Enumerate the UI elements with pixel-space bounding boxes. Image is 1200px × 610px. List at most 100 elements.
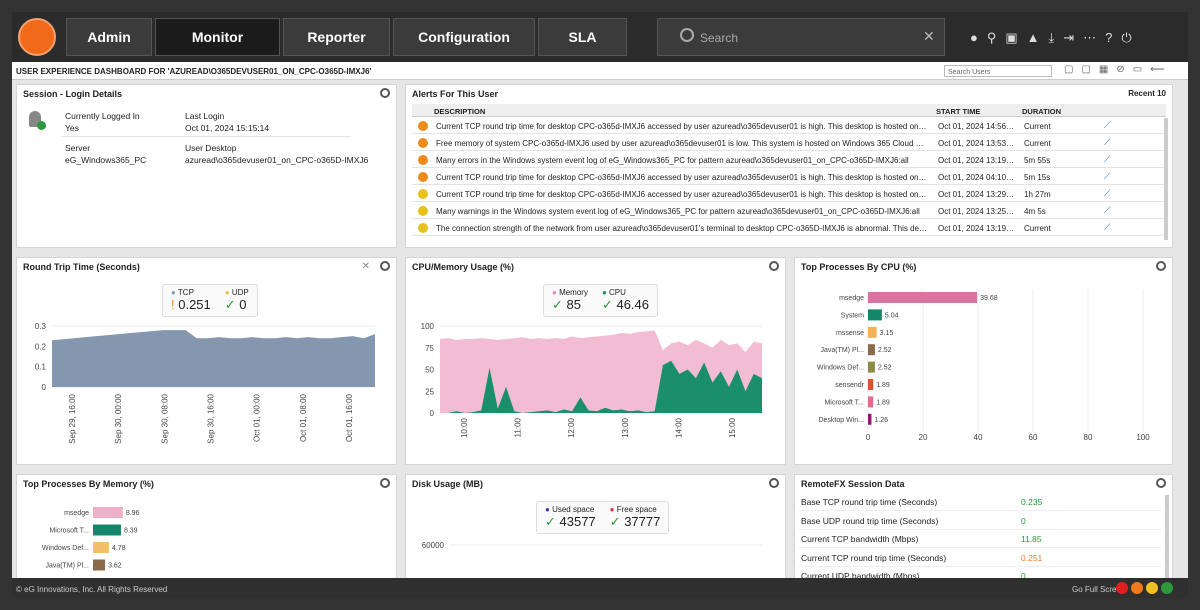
full-screen[interactable]: Go Full Screen	[1072, 585, 1126, 594]
disk-panel: Disk Usage (MB) ● Used space ✓ 43577 ● Fre…	[405, 474, 786, 578]
legend-dot: ●	[609, 505, 617, 514]
legend-label: Memory	[559, 288, 588, 297]
legend-status: ✓	[552, 297, 567, 312]
alert-duration: Current	[1024, 139, 1051, 148]
severity-icon	[418, 138, 428, 148]
logo[interactable]	[18, 18, 56, 56]
legend-name: ● Free space	[610, 505, 661, 514]
legend: ● Memory ✓ 85 ● CPU ✓ 46.46	[543, 284, 659, 317]
panel-title: Disk Usage (MB)	[412, 479, 484, 489]
alerts-panel: Alerts For This User Recent 10 DESCRIPTI…	[405, 84, 1173, 248]
legend-dot: ●	[552, 288, 560, 297]
legend-value: ✓ 85	[552, 297, 588, 313]
legend-dot: ●	[601, 288, 610, 297]
alert-duration: Current	[1024, 122, 1051, 131]
settings[interactable]	[380, 88, 390, 98]
settings[interactable]	[1156, 478, 1166, 488]
alert-start: Oct 01, 2024 13:53:09	[938, 139, 1016, 148]
remotefx-panel: RemoteFX Session Data Base TCP round tri…	[794, 474, 1173, 578]
nav-item[interactable]: Configuration	[393, 18, 535, 56]
panel-title: RemoteFX Session Data	[801, 479, 905, 489]
legend-number: 46.46	[616, 297, 650, 312]
legend-number: 0.251	[178, 297, 211, 312]
topcpu-panel: Top Processes By CPU (%)	[794, 257, 1173, 465]
legend-label: Free space	[616, 505, 657, 514]
legend-dot: ●	[224, 288, 232, 297]
nav-item[interactable]: Monitor	[155, 18, 280, 56]
close[interactable]: ✕	[361, 261, 370, 272]
alert-start: Oct 01, 2024 13:25:23	[938, 207, 1016, 216]
field-value: eG_Windows365_PC	[65, 155, 147, 165]
rtt-panel: Round Trip Time (Seconds) ✕ ● TCP! 0.251…	[16, 257, 397, 465]
table-header	[412, 104, 1166, 117]
panel-title: Session - Login Details	[23, 89, 123, 99]
alert-duration: Current	[1024, 224, 1051, 233]
legend-status: ✓	[609, 514, 625, 529]
row-line	[412, 167, 1166, 168]
graph-icon[interactable]: ⟋	[1104, 171, 1111, 181]
settings[interactable]	[380, 261, 390, 271]
toolbar-icons: ●⚲▣▲⤓⇥⋯?⏻	[970, 30, 1141, 45]
legend-number: 37777	[624, 514, 661, 529]
alert-start: Oct 01, 2024 13:19:28	[938, 156, 1016, 165]
severity-icon	[418, 206, 428, 216]
legend-item: ● Memory ✓ 85	[552, 288, 588, 313]
alert-start: Oct 01, 2024 04:10:46	[938, 173, 1016, 182]
legend-item: ● TCP! 0.251	[171, 288, 211, 313]
graph-icon[interactable]: ⟋	[1104, 188, 1111, 198]
legend-name: ● TCP	[171, 288, 211, 297]
panel-title: Round Trip Time (Seconds)	[23, 262, 140, 272]
graph-icon[interactable]: ⟋	[1104, 154, 1111, 164]
nav-item[interactable]: SLA	[538, 18, 627, 56]
legend-item: ● Used space ✓ 43577	[545, 505, 596, 530]
header-icons: ▢▢▦⊘▭⟵	[1064, 64, 1173, 75]
severity-icon	[418, 189, 428, 199]
legend-value: ✓ 43577	[545, 514, 596, 530]
legend-value: ✓ 0	[225, 297, 249, 313]
alert-description: The connection strength of the network f…	[436, 224, 928, 233]
settings[interactable]	[380, 478, 390, 488]
metric-name: Base TCP round trip time (Seconds)	[801, 497, 938, 507]
alert-duration: 1h 27m	[1024, 190, 1051, 199]
graph-icon[interactable]: ⟋	[1104, 120, 1111, 130]
severity-icon	[418, 172, 428, 182]
legend-dot: ●	[171, 288, 178, 297]
metric-name: Current UDP bandwidth (Mbps)	[801, 571, 920, 578]
settings[interactable]	[769, 261, 779, 271]
row-line	[799, 565, 1161, 567]
field-label: User Desktop	[185, 143, 237, 153]
panel-title: CPU/Memory Usage (%)	[412, 262, 515, 272]
search-placeholder: Search	[700, 31, 739, 45]
settings[interactable]	[1156, 261, 1166, 271]
graph-icon[interactable]: ⟋	[1104, 222, 1111, 232]
search-box[interactable]: Search ✕	[657, 18, 945, 56]
dashboard: USER EXPERIENCE DASHBOARD FOR 'AZUREAD\O…	[12, 62, 1188, 578]
panel-title: Top Processes By Memory (%)	[23, 479, 154, 489]
search-clear[interactable]: ✕	[923, 28, 935, 44]
row-line	[799, 510, 1161, 511]
legend-status: ✓	[601, 297, 617, 312]
legend-value: ✓ 37777	[610, 514, 661, 530]
search-users[interactable]: Search Users	[944, 65, 1052, 77]
footer: © eG Innovations, Inc. All Rights Reserv…	[12, 578, 1188, 598]
field-label: Server	[65, 143, 91, 153]
scrollbar	[1164, 118, 1168, 240]
legend-item: ● CPU ✓ 46.46	[602, 288, 649, 313]
legend-name: ● CPU	[602, 288, 649, 297]
nav-item[interactable]: Reporter	[283, 18, 390, 56]
metric-name: Current TCP bandwidth (Mbps)	[801, 534, 919, 544]
graph-icon[interactable]: ⟋	[1104, 205, 1111, 215]
alert-description: Many errors in the Windows system event …	[436, 156, 909, 165]
legend: ● TCP! 0.251 ● UDP ✓ 0	[162, 284, 258, 317]
metric-value: 11.85	[1021, 534, 1042, 544]
field-value: Oct 01, 2024 15:15:14	[185, 123, 270, 133]
legend: ● Used space ✓ 43577 ● Free space ✓ 37777	[536, 501, 670, 534]
legend-number: 85	[566, 297, 581, 312]
settings[interactable]	[769, 478, 779, 488]
alert-duration: 4m 5s	[1024, 207, 1046, 216]
row-line	[799, 547, 1161, 548]
alert-description: Current TCP round trip time for desktop …	[436, 190, 928, 199]
nav-item[interactable]: Admin	[66, 18, 152, 56]
graph-icon[interactable]: ⟋	[1104, 137, 1111, 147]
